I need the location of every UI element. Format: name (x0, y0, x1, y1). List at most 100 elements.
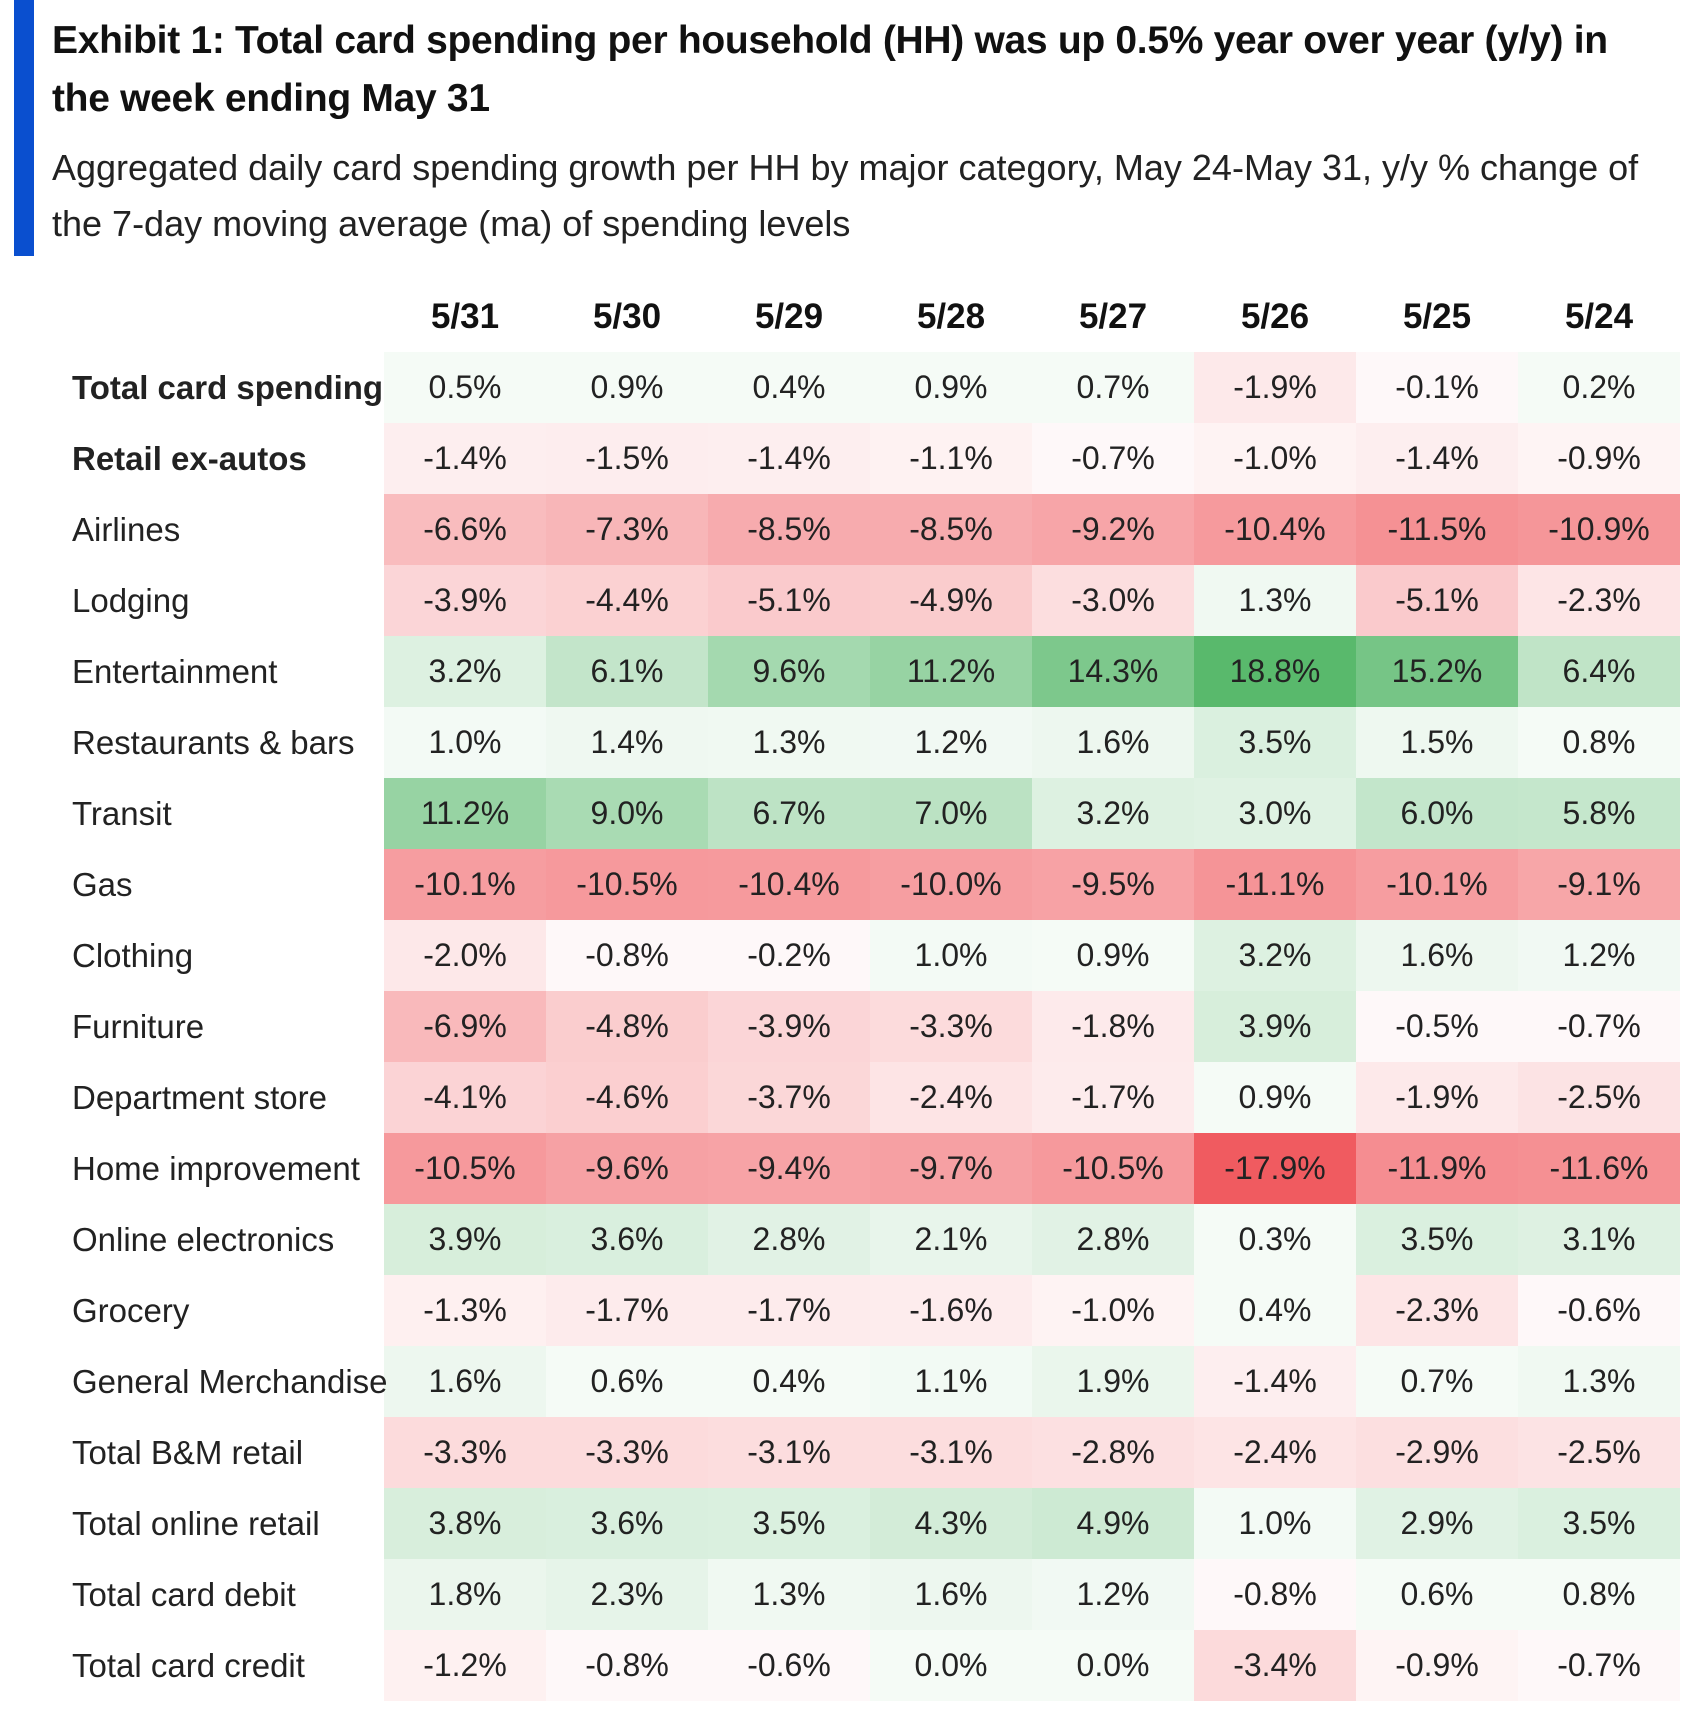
column-header-5-29: 5/29 (754, 297, 824, 336)
heatmap-cell: -10.5% (384, 1133, 546, 1204)
row-label-header (52, 282, 384, 352)
heatmap-cell: -1.2% (384, 1630, 546, 1701)
heatmap-cell: 0.3% (1194, 1204, 1356, 1275)
row-label: General Merchandise (52, 1346, 388, 1417)
heatmap-cell: -4.8% (546, 991, 708, 1062)
row-label: Department store (52, 1062, 384, 1133)
heatmap-cell: -4.6% (546, 1062, 708, 1133)
heatmap-cell: 3.1% (1518, 1204, 1680, 1275)
heatmap-cell: 3.6% (546, 1204, 708, 1275)
heatmap-cell: -0.8% (546, 920, 708, 991)
column-header-row: 5/31 5/30 5/29 5/28 5/27 5/26 5/25 5/24 (52, 282, 1680, 352)
table-row: Total B&M retail -3.3% -3.3% -3.1% -3.1% -2.8… (52, 1417, 1680, 1488)
heatmap-cell: -10.1% (1356, 849, 1518, 920)
heatmap-cell: -1.7% (546, 1275, 708, 1346)
heatmap-cell: 15.2% (1356, 636, 1518, 707)
heatmap-cell: -9.4% (708, 1133, 870, 1204)
heatmap-cell: -3.3% (384, 1417, 546, 1488)
heatmap-cell: -9.7% (870, 1133, 1032, 1204)
heatmap-cell: 2.8% (1032, 1204, 1194, 1275)
heatmap-cell: -3.1% (708, 1417, 870, 1488)
heatmap-cell: 0.9% (546, 352, 708, 423)
heatmap-cell: 1.3% (708, 1559, 870, 1630)
heatmap-cell: -1.5% (546, 423, 708, 494)
column-header-5-27: 5/27 (1078, 297, 1148, 336)
heatmap-cell: -10.4% (1194, 494, 1356, 565)
column-header-5-28: 5/28 (916, 297, 986, 336)
heatmap-cell: -2.4% (870, 1062, 1032, 1133)
table-row: Total online retail 3.8% 3.6% 3.5% 4.3% 4.9% 1… (52, 1488, 1680, 1559)
table-row: Department store -4.1% -4.6% -3.7% -2.4% -1.7… (52, 1062, 1680, 1133)
table-row: Furniture -6.9% -4.8% -3.9% -3.3% -1.8% 3.9% -0… (52, 991, 1680, 1062)
row-label: Online electronics (52, 1204, 384, 1275)
heatmap-cell: 1.3% (1194, 565, 1356, 636)
heatmap-cell: 9.0% (546, 778, 708, 849)
heatmap-cell: 1.1% (870, 1346, 1032, 1417)
heatmap-cell: -2.5% (1518, 1062, 1680, 1133)
heatmap-cell: 11.2% (384, 778, 546, 849)
heatmap-cell: 3.5% (1194, 707, 1356, 778)
heatmap-cell: -0.8% (1194, 1559, 1356, 1630)
heatmap-cell: 3.5% (1356, 1204, 1518, 1275)
heatmap-cell: -9.6% (546, 1133, 708, 1204)
heatmap-cell: -1.4% (1356, 423, 1518, 494)
heatmap-cell: -3.3% (870, 991, 1032, 1062)
table-row: Lodging -3.9% -4.4% -5.1% -4.9% -3.0% 1.3% -5.1… (52, 565, 1680, 636)
heatmap-cell: -11.9% (1356, 1133, 1518, 1204)
accent-bar (14, 0, 34, 256)
heatmap-cell: 1.3% (708, 707, 870, 778)
heatmap-cell: -11.5% (1356, 494, 1518, 565)
heatmap-cell: 1.6% (1356, 920, 1518, 991)
row-label: Lodging (52, 565, 384, 636)
heatmap-cell: -2.0% (384, 920, 546, 991)
row-label: Home improvement (52, 1133, 384, 1204)
table-row: Clothing -2.0% -0.8% -0.2% 1.0% 0.9% 3.2% 1.6% 1… (52, 920, 1680, 991)
heatmap-cell: 1.5% (1356, 707, 1518, 778)
heatmap-cell: 0.2% (1518, 352, 1680, 423)
heatmap-cell: 1.0% (384, 707, 546, 778)
heatmap-cell: 0.6% (546, 1346, 708, 1417)
heatmap-cell: 3.2% (384, 636, 546, 707)
heatmap-cell: -11.1% (1194, 849, 1356, 920)
heatmap-cell: -2.3% (1356, 1275, 1518, 1346)
row-label: Gas (52, 849, 384, 920)
heatmap-cell: -0.8% (546, 1630, 708, 1701)
heatmap-cell: 0.0% (870, 1630, 1032, 1701)
heatmap-cell: -0.6% (1518, 1275, 1680, 1346)
table-row: Entertainment 3.2% 6.1% 9.6% 11.2% 14.3% 18.8%… (52, 636, 1680, 707)
column-header-5-25: 5/25 (1402, 297, 1472, 336)
heatmap-cell: 0.7% (1356, 1346, 1518, 1417)
table-row: Gas -10.1% -10.5% -10.4% -10.0% -9.5% -11.1% -1… (52, 849, 1680, 920)
heatmap-cell: -10.5% (546, 849, 708, 920)
table-row: Total card spending 0.5% 0.9% 0.4% 0.9% 0.7% -… (52, 352, 1680, 423)
heatmap-cell: 2.8% (708, 1204, 870, 1275)
heatmap-cell: -0.2% (708, 920, 870, 991)
heatmap-cell: 1.4% (546, 707, 708, 778)
heatmap-cell: -9.1% (1518, 849, 1680, 920)
heatmap-cell: -0.7% (1032, 423, 1194, 494)
heatmap-cell: 3.2% (1194, 920, 1356, 991)
heatmap-cell: 1.0% (870, 920, 1032, 991)
row-label: Airlines (52, 494, 384, 565)
table-row: Total card debit 1.8% 2.3% 1.3% 1.6% 1.2% -0.8… (52, 1559, 1680, 1630)
heatmap-cell: -6.9% (384, 991, 546, 1062)
heatmap-cell: 0.4% (1194, 1275, 1356, 1346)
heatmap-cell: -1.1% (870, 423, 1032, 494)
heatmap-cell: 0.4% (708, 1346, 870, 1417)
heatmap-cell: -2.5% (1518, 1417, 1680, 1488)
heatmap-cell: 1.3% (1518, 1346, 1680, 1417)
column-header-5-30: 5/30 (592, 297, 662, 336)
row-label: Total card credit (52, 1630, 384, 1701)
table-row: Total card credit -1.2% -0.8% -0.6% 0.0% 0.0%… (52, 1630, 1680, 1701)
row-label: Total B&M retail (52, 1417, 384, 1488)
row-label: Clothing (52, 920, 384, 991)
heatmap-cell: 0.5% (384, 352, 546, 423)
heatmap-cell: 3.2% (1032, 778, 1194, 849)
heatmap-cell: 6.7% (708, 778, 870, 849)
table-row: Home improvement -10.5% -9.6% -9.4% -9.7% -10… (52, 1133, 1680, 1204)
heatmap-cell: 0.9% (1032, 920, 1194, 991)
heatmap-cell: -2.8% (1032, 1417, 1194, 1488)
heatmap-cell: 14.3% (1032, 636, 1194, 707)
heatmap-cell: -8.5% (708, 494, 870, 565)
heatmap-cell: 1.6% (1032, 707, 1194, 778)
